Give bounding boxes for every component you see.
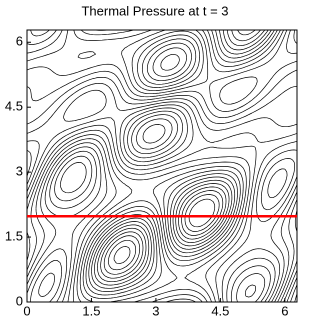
y-tick-label: 3 [16, 164, 23, 179]
x-tick-label: 6 [281, 303, 288, 318]
contour-lines [27, 30, 297, 302]
y-tick-label: 6 [16, 34, 23, 49]
chart: Thermal Pressure at t = 3 0 1.5 3 4.5 6 0 1.5 3… [5, 3, 298, 318]
plot-frame [26, 29, 298, 303]
chart-title: Thermal Pressure at t = 3 [81, 3, 228, 18]
contour-area [27, 30, 297, 302]
x-tick-label: 1.5 [82, 303, 100, 318]
y-tick-label: 0 [16, 293, 23, 308]
x-tick-label: 3 [152, 303, 159, 318]
y-tick-label: 4.5 [5, 99, 23, 114]
x-tick-label: 4.5 [211, 303, 229, 318]
x-tick-label: 0 [23, 303, 30, 318]
y-tick-label: 1.5 [5, 229, 23, 244]
